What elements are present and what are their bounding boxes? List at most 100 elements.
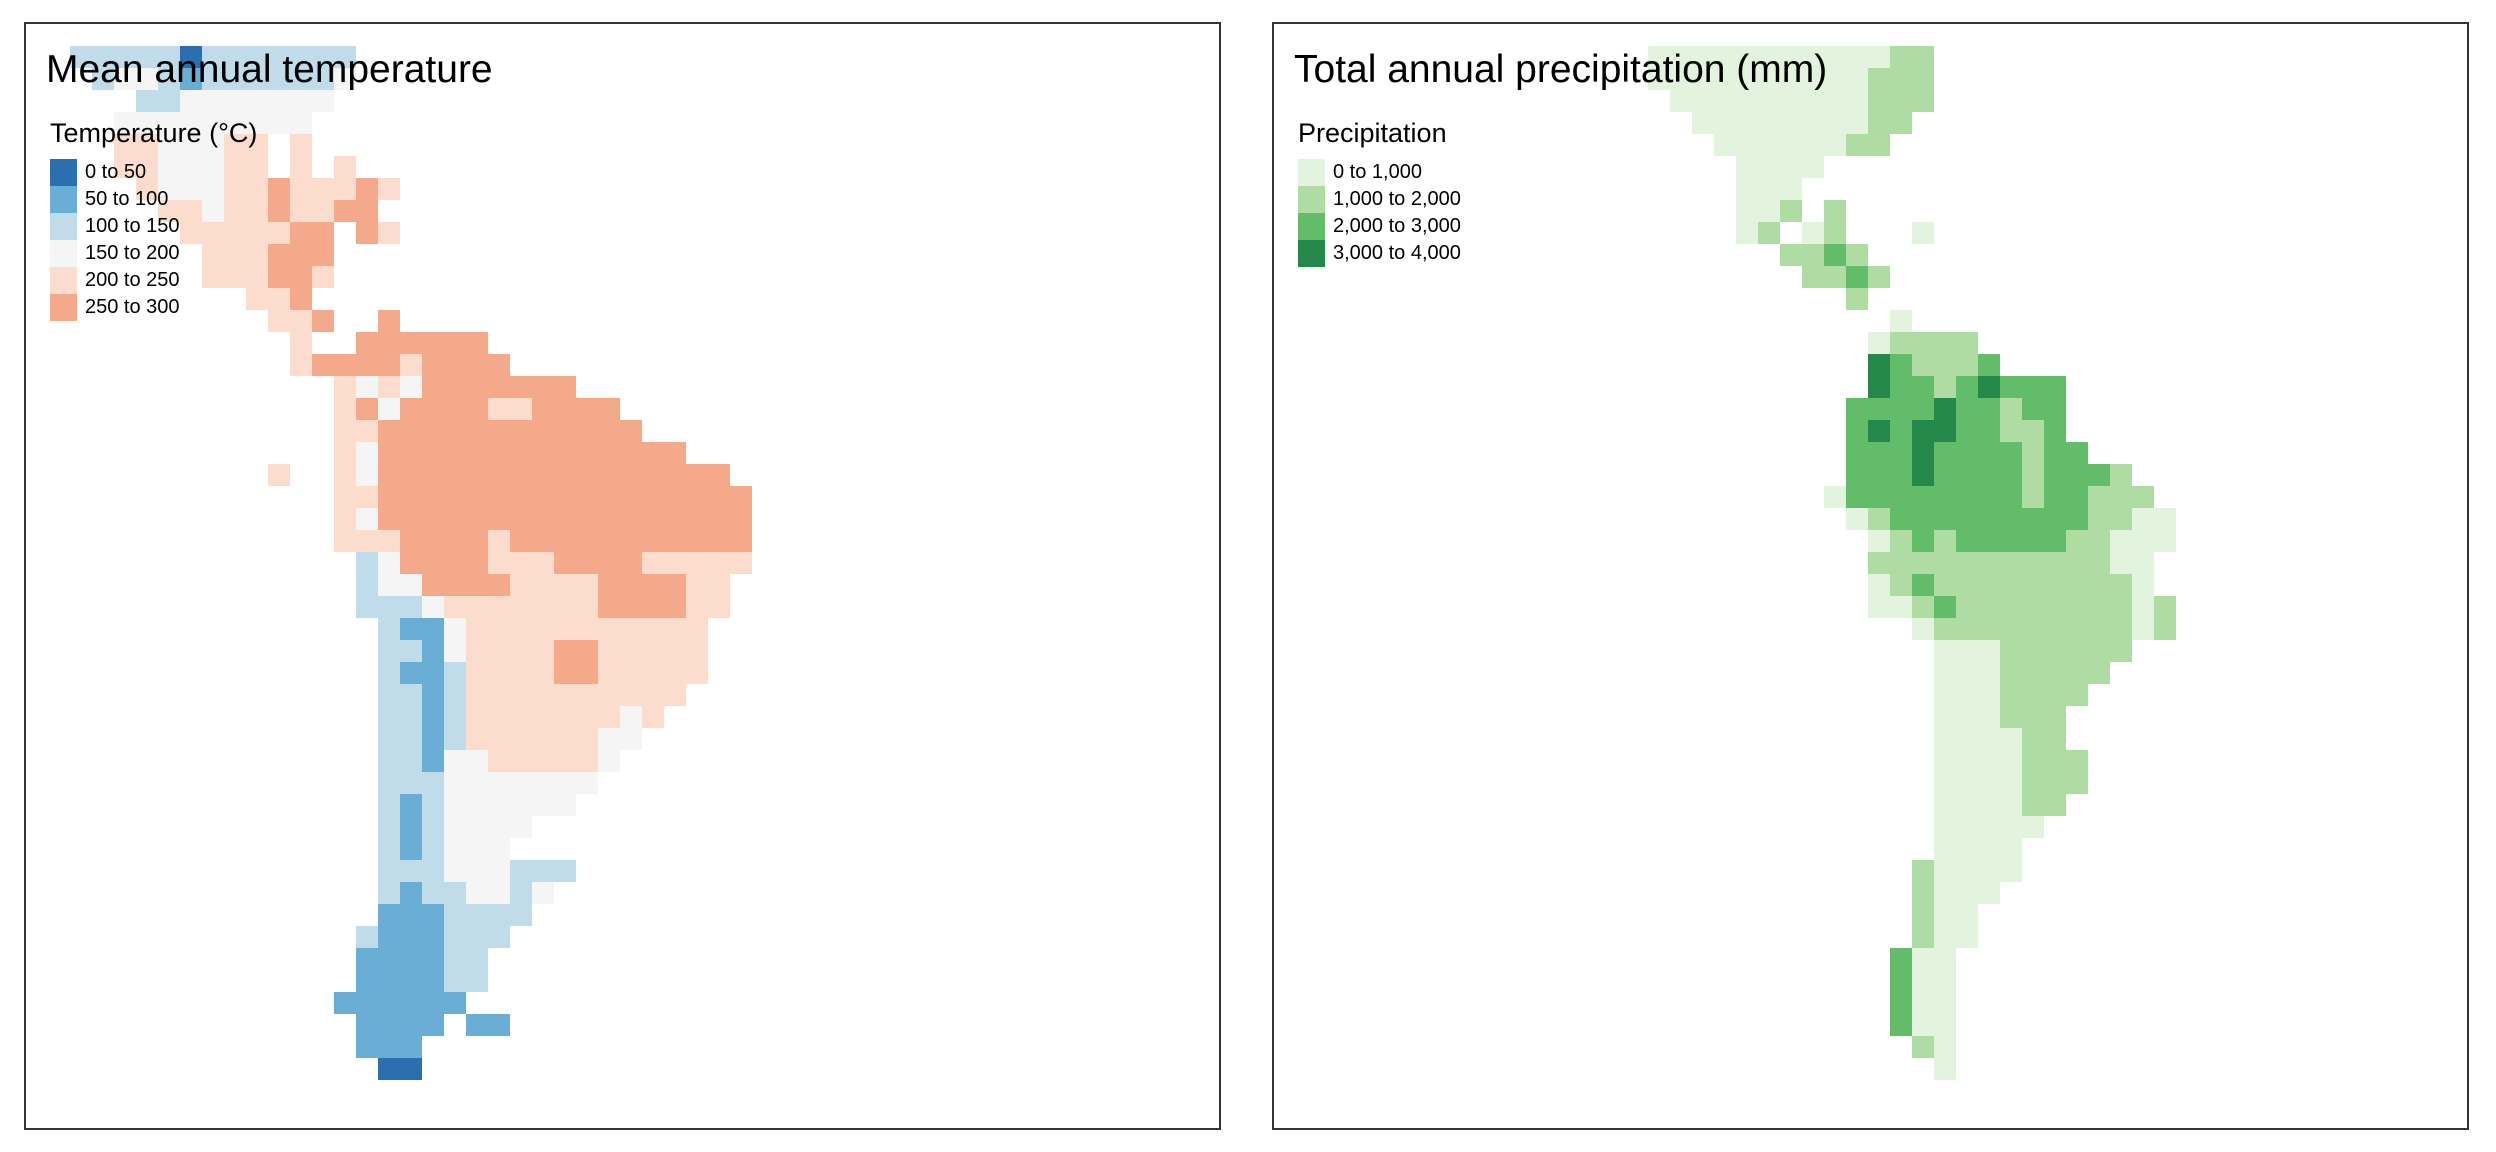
raster-cell [1824,486,1846,508]
raster-cell [466,882,510,904]
raster-cell [620,728,642,750]
raster-cell [400,684,422,706]
raster-cell [378,882,400,904]
raster-cell [532,640,554,662]
raster-cell [466,1014,488,1036]
raster-cell [290,354,312,376]
raster-cell [1912,508,2000,530]
legend-item: 2,000 to 3,000 [1298,213,1461,240]
raster-cell [180,46,202,68]
raster-cell [400,926,444,948]
raster-cell [422,860,444,882]
raster-cell [400,508,466,530]
raster-cell [422,684,444,706]
raster-cell [444,860,510,882]
raster-cell [400,816,422,838]
raster-cell [1912,442,1934,464]
raster-cell [466,420,532,442]
raster-cell [356,970,378,992]
raster-cell [1846,266,1868,288]
temperature-legend-items: 0 to 50 50 to 100 100 to 150 150 to 200 … [50,159,257,321]
raster-cell [1912,970,1934,992]
raster-cell [1934,1058,1956,1080]
raster-cell [312,244,334,266]
raster-cell [2110,486,2154,508]
raster-cell [1934,574,1956,596]
raster-cell [1978,398,2000,420]
raster-cell [1956,376,1978,398]
raster-cell [400,530,466,552]
raster-cell [2022,486,2044,508]
raster-cell [510,596,576,618]
raster-cell [532,794,576,816]
raster-cell [422,706,444,728]
legend-swatch [50,186,77,213]
raster-cell [1956,332,1978,354]
raster-cell [1890,442,1912,464]
raster-cell [444,904,488,926]
raster-cell [334,354,400,376]
raster-cell [224,156,268,178]
raster-cell [312,178,356,200]
raster-cell [422,640,444,662]
raster-cell [1978,882,2000,904]
raster-cell [1758,222,1780,244]
raster-cell [2000,640,2132,662]
raster-cell [356,332,422,354]
raster-cell [730,530,752,552]
raster-cell [202,244,224,266]
raster-cell [2132,596,2154,618]
raster-cell [488,376,510,398]
raster-cell [114,68,158,90]
raster-cell [400,794,422,816]
raster-cell [400,354,422,376]
raster-cell [1824,200,1846,222]
raster-cell [1956,750,2000,772]
raster-cell [1956,618,2132,640]
raster-cell [1846,288,1868,310]
raster-cell [2000,508,2066,530]
raster-cell [488,926,510,948]
raster-cell [642,508,752,530]
raster-cell [1956,706,2000,728]
raster-cell [444,728,466,750]
raster-cell [334,420,356,442]
raster-cell [1978,552,2066,574]
raster-cell [400,420,422,442]
raster-cell [422,376,488,398]
raster-cell [1956,772,2000,794]
raster-cell [466,618,510,640]
raster-cell [1824,244,1846,266]
raster-cell [1846,442,1868,464]
raster-cell [1934,882,1978,904]
raster-cell [642,552,730,574]
raster-cell [444,926,488,948]
raster-cell [312,310,334,332]
raster-cell [1912,618,1934,640]
legend-item: 250 to 300 [50,294,257,321]
raster-cell [466,530,488,552]
raster-cell [1890,970,1912,992]
raster-cell [268,244,312,266]
raster-cell [554,552,576,574]
raster-cell [2022,376,2066,398]
raster-cell [1868,552,1890,574]
raster-cell [422,332,444,354]
raster-cell [2000,772,2022,794]
raster-cell [422,420,466,442]
raster-cell [378,926,400,948]
raster-cell [554,662,598,684]
raster-cell [510,882,532,904]
raster-cell [598,750,620,772]
raster-cell [554,640,598,662]
raster-cell [224,222,268,244]
raster-cell [510,684,620,706]
raster-cell [598,662,686,684]
raster-cell [378,486,708,508]
raster-cell [488,354,510,376]
raster-cell [1934,376,1956,398]
raster-cell [2000,838,2022,860]
raster-cell [400,904,444,926]
raster-cell [1934,750,1956,772]
precipitation-legend-items: 0 to 1,000 1,000 to 2,000 2,000 to 3,000… [1298,159,1461,267]
